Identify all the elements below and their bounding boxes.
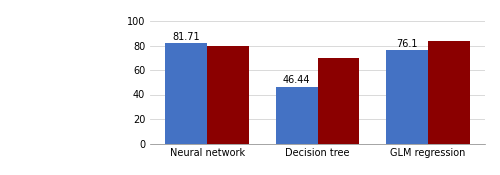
Text: 46.44: 46.44: [283, 75, 310, 85]
Bar: [318, 58, 360, 144]
Bar: [386, 50, 428, 144]
Bar: [207, 46, 249, 144]
Text: 76.1: 76.1: [396, 39, 417, 49]
Bar: [276, 87, 318, 144]
Text: 81.71: 81.71: [172, 32, 200, 42]
Bar: [165, 43, 207, 144]
Bar: [428, 41, 470, 144]
